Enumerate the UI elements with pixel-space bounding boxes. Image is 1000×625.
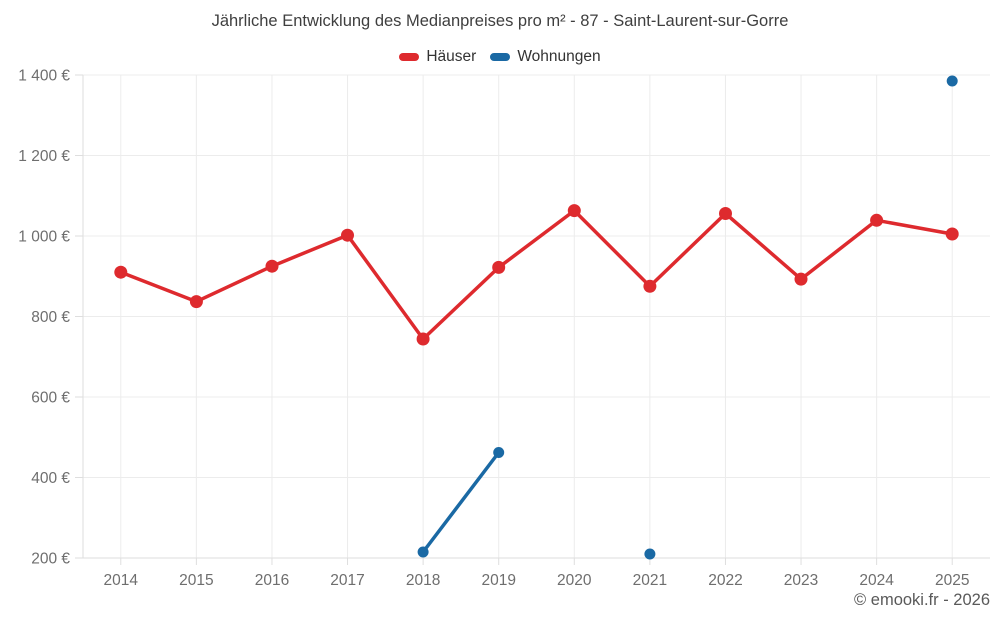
copyright-text: © emooki.fr - 2026 [854, 591, 990, 609]
legend-item-haeuser[interactable]: Häuser [399, 48, 476, 66]
y-axis-label: 800 € [31, 309, 70, 326]
haeuser-color-swatch [399, 53, 420, 61]
x-axis-label: 2022 [708, 572, 742, 589]
data-point-Häuser-2016[interactable] [265, 259, 279, 273]
data-point-Häuser-2015[interactable] [189, 295, 203, 309]
x-axis-label: 2023 [784, 572, 818, 589]
x-axis-label: 2017 [330, 572, 364, 589]
legend-label-haeuser: Häuser [426, 48, 477, 65]
data-point-Häuser-2019[interactable] [492, 260, 506, 274]
data-point-Häuser-2025[interactable] [945, 227, 959, 241]
x-axis-label: 2025 [935, 572, 969, 589]
x-axis-label: 2018 [406, 572, 440, 589]
chart-legend: Häuser Wohnungen [0, 47, 1000, 67]
data-point-Häuser-2022[interactable] [719, 207, 732, 220]
y-axis-label: 1 000 € [18, 229, 70, 246]
data-point-Häuser-2024[interactable] [870, 213, 884, 227]
data-point-Wohnungen-2021[interactable] [644, 548, 656, 560]
legend-label-wohnungen: Wohnungen [517, 48, 601, 65]
data-point-Häuser-2023[interactable] [794, 272, 808, 286]
data-point-Häuser-2021[interactable] [643, 279, 657, 293]
y-axis-label: 600 € [31, 390, 70, 407]
x-axis-label: 2020 [557, 572, 592, 589]
wohnungen-color-swatch [490, 53, 511, 61]
y-axis-label: 200 € [31, 551, 70, 568]
y-axis-label: 1 400 € [18, 68, 70, 85]
y-axis-label: 1 200 € [18, 148, 70, 165]
data-point-Wohnungen-2025[interactable] [946, 75, 958, 87]
data-point-Häuser-2014[interactable] [114, 265, 128, 279]
x-axis-label: 2016 [255, 572, 289, 589]
x-axis-label: 2021 [633, 572, 667, 589]
x-axis-label: 2024 [859, 572, 894, 589]
data-point-Häuser-2020[interactable] [567, 204, 581, 218]
x-axis-label: 2014 [104, 572, 139, 589]
y-axis-label: 400 € [31, 470, 70, 487]
data-point-Häuser-2017[interactable] [341, 228, 354, 242]
chart-title: Jährliche Entwicklung des Medianpreises … [211, 12, 789, 30]
legend-item-wohnungen[interactable]: Wohnungen [490, 48, 601, 66]
data-point-Häuser-2018[interactable] [416, 332, 430, 346]
data-point-Wohnungen-2019[interactable] [493, 447, 505, 458]
x-axis-label: 2019 [481, 572, 515, 589]
x-axis-label: 2015 [179, 572, 213, 589]
data-point-Wohnungen-2018[interactable] [417, 546, 429, 558]
series-line-Häuser [119, 208, 954, 341]
